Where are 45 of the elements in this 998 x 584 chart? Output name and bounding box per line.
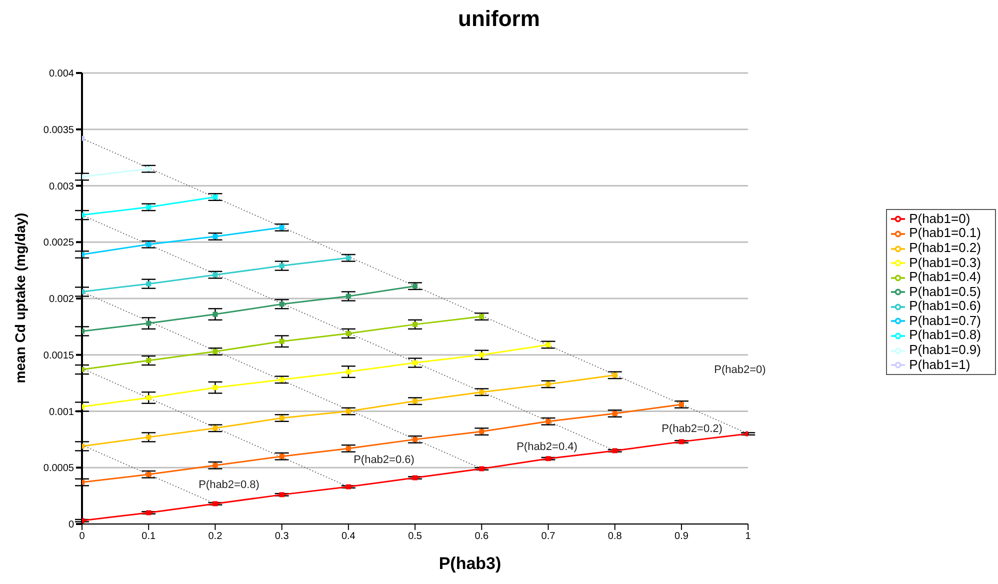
annotation: P(hab2=0) bbox=[714, 364, 766, 376]
point bbox=[146, 395, 152, 400]
legend-label: P(hab1=0.6) bbox=[909, 298, 981, 314]
point bbox=[346, 369, 351, 374]
annotation: P(hab2=0.8) bbox=[198, 479, 260, 491]
y-axis-title: mean Cd uptake (mg/day) bbox=[12, 212, 28, 384]
point bbox=[212, 385, 218, 390]
x-tick-label: 0.5 bbox=[408, 531, 422, 542]
x-tick-label: 0.2 bbox=[208, 531, 223, 542]
legend-label: P(hab1=0) bbox=[909, 210, 970, 226]
chart-title: uniform bbox=[457, 6, 541, 32]
legend-label: P(hab1=1) bbox=[909, 356, 970, 372]
x-tick-label: 1 bbox=[745, 531, 752, 542]
legend-label: P(hab1=0.8) bbox=[909, 327, 981, 342]
x-tick-label: 0.3 bbox=[274, 531, 290, 542]
point bbox=[279, 338, 284, 344]
y-tick-label: 0.003 bbox=[48, 181, 74, 192]
x-tick-label: 0.9 bbox=[674, 531, 689, 542]
y-tick-label: 0.0015 bbox=[43, 350, 74, 362]
annotation: P(hab2=0.6) bbox=[354, 454, 414, 466]
x-tick-label: 0.8 bbox=[608, 531, 622, 542]
y-tick-label: 0.004 bbox=[48, 68, 74, 80]
x-axis-title: P(hab3) bbox=[438, 554, 502, 574]
x-tick-label: 0.7 bbox=[541, 531, 556, 542]
y-tick-label: 0.0035 bbox=[43, 124, 74, 136]
annotation: P(hab2=0.4) bbox=[516, 441, 578, 453]
legend-label: P(hab1=0.3) bbox=[909, 254, 981, 270]
y-tick-label: 0 bbox=[68, 520, 74, 531]
legend-label: P(hab1=0.7) bbox=[909, 312, 981, 328]
legend-label: P(hab1=0.1) bbox=[909, 225, 981, 240]
legend-label: P(hab1=0.9) bbox=[909, 342, 981, 357]
legend-label: P(hab1=0.2) bbox=[909, 240, 981, 256]
annotation: P(hab2=0.2) bbox=[662, 423, 722, 435]
x-tick-label: 0.4 bbox=[341, 531, 356, 542]
x-tick-label: 0.1 bbox=[142, 531, 156, 542]
x-tick-label: 0 bbox=[79, 531, 86, 542]
y-tick-label: 0.0025 bbox=[43, 238, 74, 249]
legend-label: P(hab1=0.4) bbox=[909, 269, 981, 284]
legend-label: P(hab1=0.5) bbox=[909, 284, 981, 299]
y-tick-label: 0.001 bbox=[48, 406, 74, 418]
y-tick-label: 0.0005 bbox=[43, 463, 74, 474]
point bbox=[212, 312, 218, 317]
point bbox=[146, 320, 152, 326]
x-tick-label: 0.6 bbox=[474, 531, 490, 542]
y-tick-label: 0.002 bbox=[48, 294, 74, 306]
